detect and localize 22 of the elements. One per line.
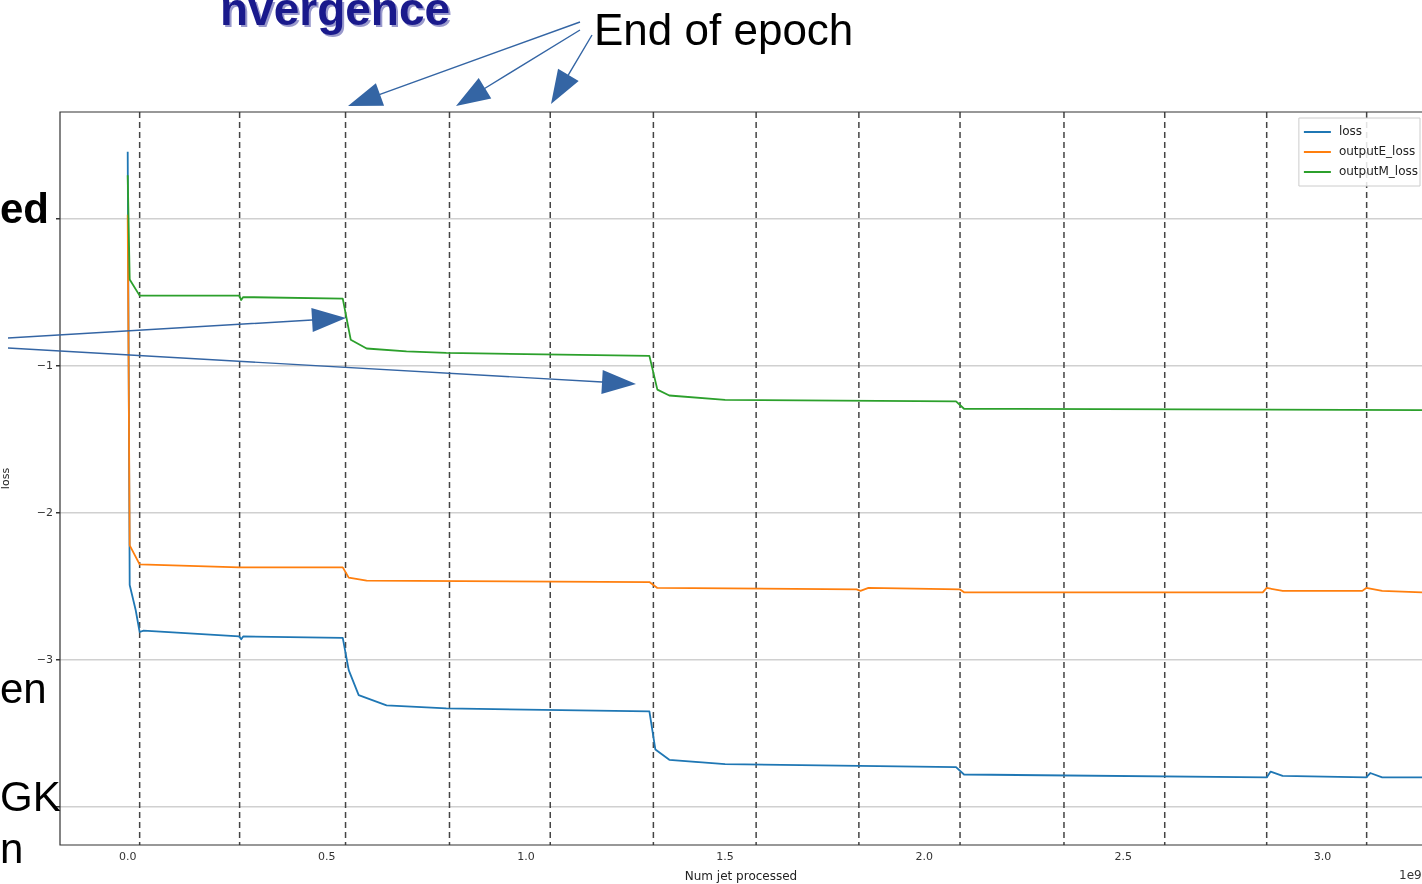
x-tick-label: 1.5 <box>716 850 734 864</box>
y-tick-label: −1 <box>36 358 53 372</box>
legend-label: outputE_loss <box>1338 144 1416 159</box>
x-axis-title: Num jet processed <box>684 868 798 883</box>
y-tick-label: −3 <box>36 652 53 666</box>
x-tick-label: 0.5 <box>318 850 336 864</box>
text: n <box>0 825 24 872</box>
text: nvergence <box>220 0 451 35</box>
text: End of epoch <box>594 5 854 54</box>
x-tick-label: 2.0 <box>915 850 933 864</box>
y-tick-label: −2 <box>36 505 53 519</box>
y-axis-title: loss <box>0 467 13 490</box>
text: en <box>0 665 47 712</box>
legend-label: outputM_loss <box>1338 164 1419 179</box>
x-tick-label: 2.5 <box>1114 850 1133 864</box>
x-tick-label: 0.0 <box>118 850 137 864</box>
text: 1e9 <box>1399 868 1422 882</box>
annotation: GK <box>0 773 61 820</box>
x-tick-label: 3.0 <box>1313 850 1332 864</box>
text: ed <box>0 185 50 232</box>
x-tick-label: 1.0 <box>517 850 535 864</box>
legend-label: loss <box>1338 124 1363 139</box>
